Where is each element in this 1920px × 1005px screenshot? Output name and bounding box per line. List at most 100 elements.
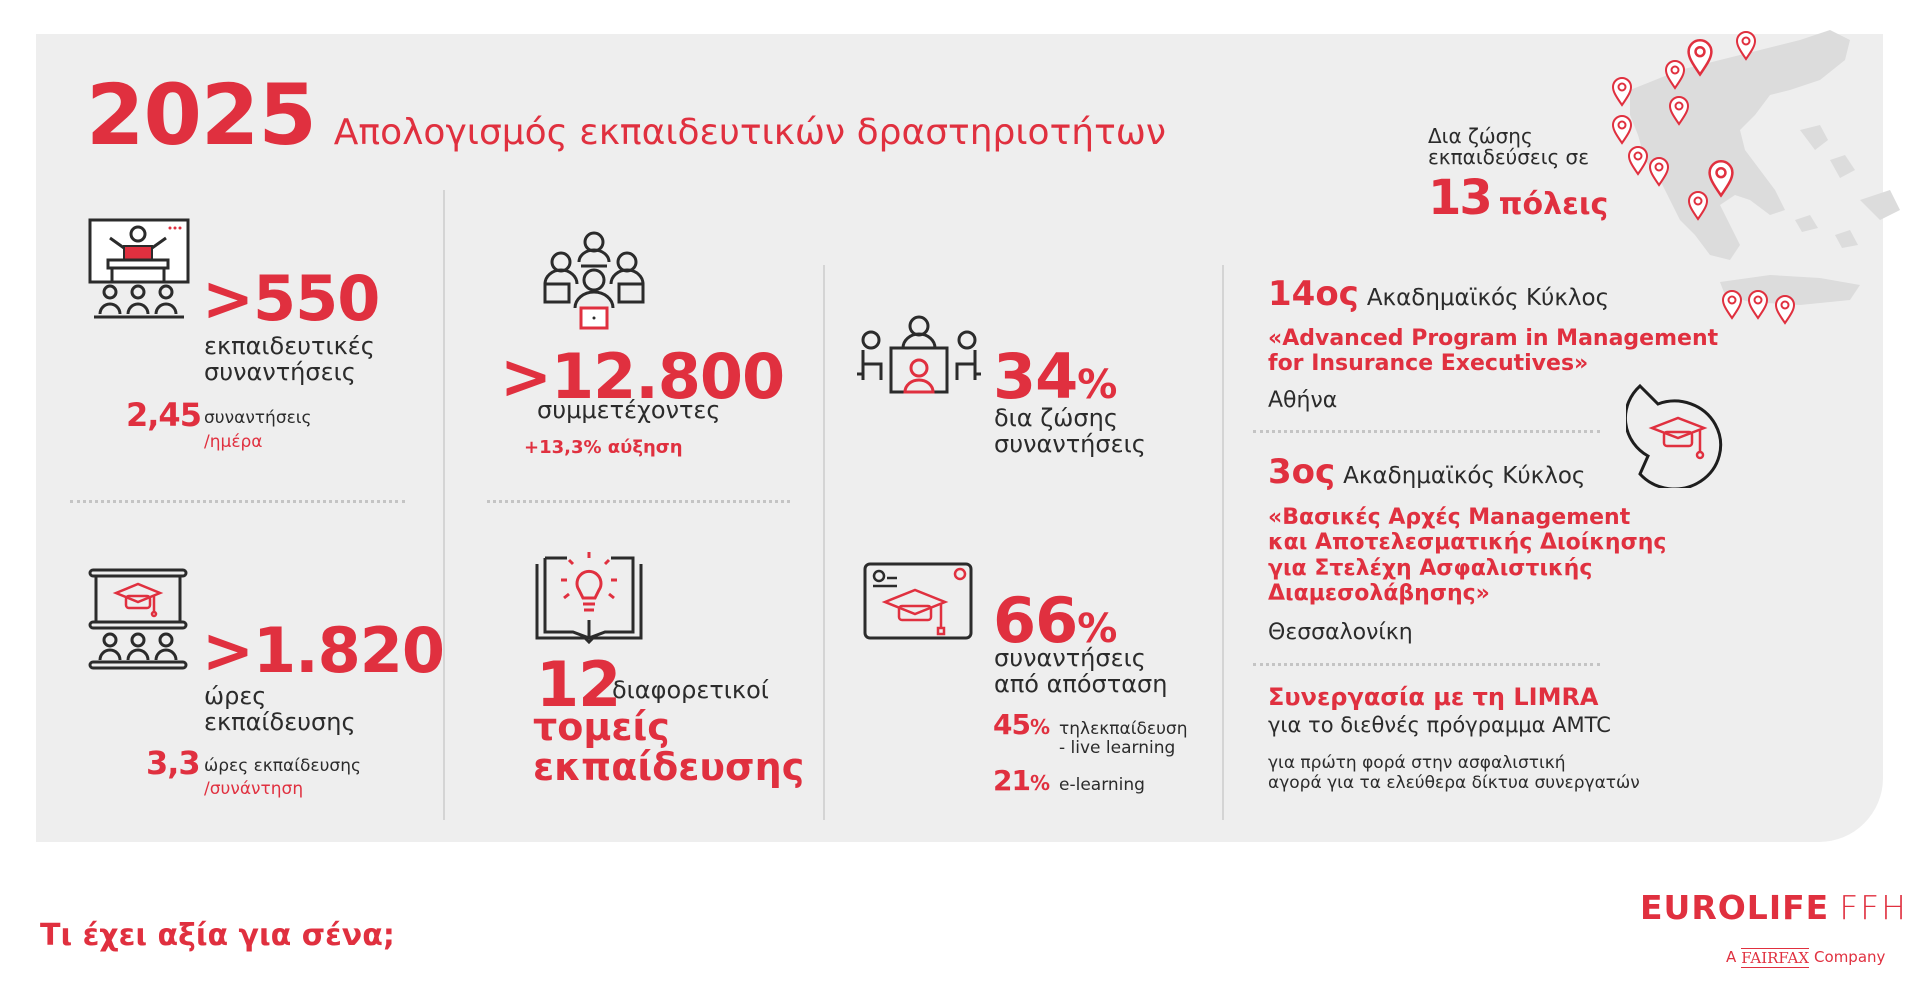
map-pin-icon [1611, 115, 1633, 145]
remote-breakdown-elearning: 21% e-learning [993, 764, 1145, 797]
footer-tagline: Τι έχει αξία για σένα; [40, 918, 395, 953]
participants-value: >12.800 [500, 340, 785, 413]
program-2-ordinal: 3ος [1268, 452, 1336, 492]
column-divider [443, 190, 445, 820]
hours-per-meeting-value: 3,3 [146, 744, 201, 782]
cities-line1: Δια ζώσης [1428, 124, 1533, 148]
map-pin-icon [1627, 146, 1649, 176]
in-person-label-line2: συναντήσεις [994, 429, 1146, 458]
cities-count: 13 [1428, 170, 1493, 226]
parent-prefix: A [1726, 948, 1737, 966]
cities-unit: πόλεις [1498, 187, 1609, 222]
map-pin-icon [1707, 160, 1735, 198]
program-2-title-line: και Αποτελεσματικής Διοίκησης [1268, 530, 1667, 556]
row-divider [70, 500, 405, 503]
sectors-highlight: τομείς εκπαίδευσης [533, 705, 805, 789]
column-divider [1222, 265, 1224, 820]
live-learning-value: 45 [993, 708, 1031, 741]
meetings-label-line1: εκπαιδευτικές [204, 332, 375, 360]
meetings-per-day-value: 2,45 [126, 396, 202, 434]
partnership-title: Συνεργασία με τη LIMRA [1268, 683, 1599, 711]
brand-logo[interactable]: EUROLIFE FFH [1640, 888, 1908, 927]
meetings-per-day-label: συναντήσεις [204, 408, 312, 428]
classroom-icon [88, 568, 192, 672]
program-2-title-line: Διαμεσολάβησης» [1268, 580, 1490, 606]
program-1-city: Αθήνα [1268, 388, 1338, 413]
remote-unit: % [1077, 606, 1117, 652]
sectors-highlight-line2: εκπαίδευσης [533, 744, 805, 789]
participants-icon [537, 228, 651, 332]
brand-suffix: FFH [1839, 888, 1908, 927]
in-person-label: δια ζώσης συναντήσεις [994, 404, 1146, 458]
meetings-value: >550 [202, 262, 380, 335]
sectors-highlight-line1: τομείς [533, 705, 670, 749]
parent-suffix: Company [1814, 948, 1886, 966]
program-1-title-line: for Insurance Executives» [1268, 351, 1589, 377]
program-2-title-line: για Στελέχη Ασφαλιστικής [1268, 555, 1593, 581]
map-pin-icon [1735, 31, 1757, 61]
partnership-note: για πρώτη φορά στην ασφαλιστική αγορά γι… [1268, 753, 1640, 794]
hours-label: ώρες εκπαίδευσης [204, 682, 356, 736]
map-pin-icon [1687, 191, 1709, 221]
remote-label-line1: συναντήσεις [994, 644, 1146, 672]
page-title: 2025 Απολογισμός εκπαιδευτικών δραστηριο… [86, 66, 1166, 164]
partnership-subtitle: για το διεθνές πρόγραμμα AMTC [1268, 713, 1611, 737]
map-pin-icon [1648, 157, 1670, 187]
elearning-unit: % [1029, 771, 1050, 795]
hours-label-line1: ώρες [204, 682, 267, 710]
remote-number: 66 [993, 584, 1078, 657]
row-divider [1253, 663, 1600, 666]
meeting-table-icon [857, 314, 981, 394]
in-person-unit: % [1077, 362, 1117, 408]
presenter-icon [88, 218, 192, 322]
remote-breakdown-live: 45% τηλεκπαίδευση - live learning [993, 708, 1187, 757]
in-person-label-line1: δια ζώσης [994, 404, 1118, 432]
online-course-icon [863, 562, 975, 642]
speech-bubble-graduation-icon [1626, 382, 1728, 488]
hours-per-meeting-label: ώρες εκπαίδευσης [204, 756, 361, 776]
map-pin-icon [1664, 60, 1686, 90]
program-2-heading: 3ος Ακαδημαϊκός Κύκλος [1268, 452, 1585, 492]
program-1-title-line: «Advanced Program in Management [1268, 326, 1719, 351]
parent-name: FAIRFAX [1741, 948, 1810, 968]
partnership-note-line1: για πρώτη φορά στην ασφαλιστική [1268, 753, 1566, 773]
row-divider [487, 500, 790, 503]
map-pin-icon [1668, 96, 1690, 126]
sectors-label: διαφορετικοί [612, 676, 769, 704]
map-pin-icon [1686, 39, 1714, 77]
program-1-ordinal: 14ος [1268, 274, 1359, 314]
cities-block: Δια ζώσης εκπαιδεύσεις σε 13 πόλεις [1428, 124, 1609, 227]
remote-label-line2: από απόσταση [994, 669, 1168, 698]
hours-value: >1.820 [202, 614, 445, 687]
program-2-title: «Βασικές Αρχές Management και Αποτελεσμα… [1268, 505, 1666, 606]
live-learning-label-line1: τηλεκπαίδευση [1059, 719, 1188, 739]
remote-label: συναντήσεις από απόσταση [994, 644, 1168, 698]
column-divider [823, 265, 825, 820]
remote-value: 66% [993, 584, 1117, 657]
row-divider [1253, 430, 1600, 433]
title-text: Απολογισμός εκπαιδευτικών δραστηριοτήτων [333, 112, 1166, 153]
map-pin-icon [1747, 290, 1769, 320]
in-person-number: 34 [993, 340, 1078, 413]
hours-label-line2: εκπαίδευσης [204, 707, 356, 736]
program-1-heading: 14ος Ακαδημαϊκός Κύκλος [1268, 274, 1609, 314]
brand-name: EUROLIFE [1640, 888, 1830, 927]
meetings-per-day-unit: /ημέρα [204, 432, 263, 452]
elearning-value: 21 [993, 764, 1031, 797]
participants-growth: +13,3% αύξηση [524, 437, 683, 458]
infographic-panel [36, 34, 1883, 842]
title-year: 2025 [86, 66, 317, 164]
map-pin-icon [1774, 295, 1796, 325]
program-1-cycle: Ακαδημαϊκός Κύκλος [1366, 285, 1610, 311]
cities-line2: εκπαιδεύσεις σε [1428, 145, 1590, 169]
sectors-value: 12 [536, 648, 621, 721]
book-idea-icon [533, 550, 645, 644]
program-1-title: «Advanced Program in Management for Insu… [1268, 326, 1718, 377]
program-2-title-line: «Βασικές Αρχές Management [1268, 505, 1631, 530]
participants-label: συμμετέχοντες [537, 396, 721, 424]
program-2-cycle: Ακαδημαϊκός Κύκλος [1343, 463, 1586, 489]
map-pin-icon [1721, 290, 1743, 320]
partnership-note-line2: αγορά για τα ελεύθερα δίκτυα συνεργατών [1268, 773, 1640, 794]
program-2-city: Θεσσαλονίκη [1268, 620, 1413, 645]
map-pin-icon [1611, 77, 1633, 107]
